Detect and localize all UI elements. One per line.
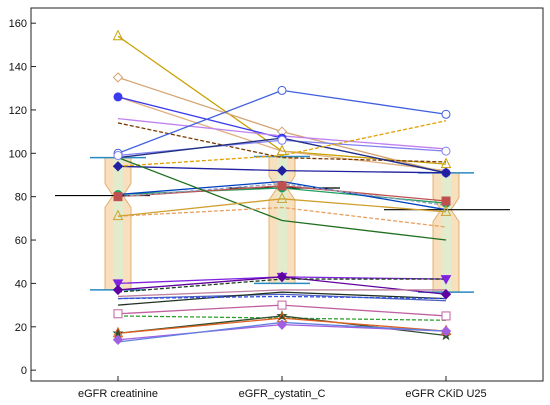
series-line-5: [117, 122, 447, 163]
series-markers-25: [113, 300, 451, 321]
data-point: [441, 146, 451, 156]
series-line-23: [117, 291, 447, 306]
series-markers-13: [113, 181, 451, 206]
data-point: [441, 311, 451, 321]
y-tick-label: 0: [21, 365, 27, 377]
x-axis: eGFR creatinine eGFR_cystatin_C eGFR CKiD …: [78, 376, 487, 400]
series-markers-0: [112, 29, 452, 169]
data-point: [276, 310, 288, 321]
series-lines-layer: [117, 35, 447, 343]
box-0: [90, 156, 146, 291]
plot-border: [30, 7, 544, 382]
data-point: [440, 167, 452, 179]
plot-frame: [30, 7, 544, 382]
series-markers-layer: [112, 29, 452, 346]
x-tick-label: eGFR creatinine: [78, 388, 158, 400]
data-point: [112, 279, 124, 289]
data-point: [440, 205, 452, 216]
series-markers-17: [112, 192, 452, 221]
data-point: [441, 109, 451, 119]
series-markers-19: [112, 271, 452, 300]
series-line-22: [117, 293, 447, 302]
y-tick-label: 20: [15, 322, 27, 334]
data-point: [277, 181, 287, 191]
y-tick-label: 60: [15, 235, 27, 247]
data-point: [440, 325, 452, 337]
series-line-17: [117, 198, 447, 217]
data-point: [276, 319, 288, 330]
series-markers-9: [112, 161, 452, 179]
data-point: [276, 165, 288, 176]
data-point: [277, 85, 287, 95]
series-line-16: [117, 206, 447, 228]
series-markers-7: [113, 135, 451, 160]
data-point: [112, 29, 124, 41]
series-line-24: [117, 295, 447, 300]
data-point: [112, 284, 124, 296]
series-line-21: [117, 289, 446, 298]
x-tick-label: eGFR_cystatin_C: [239, 388, 326, 400]
data-point: [441, 196, 451, 206]
data-point: [440, 275, 452, 285]
series-line-2: [117, 96, 447, 172]
data-point: [112, 334, 124, 346]
data-point: [440, 289, 452, 300]
data-point: [113, 150, 123, 160]
box-2: [418, 172, 474, 293]
data-point: [277, 300, 287, 310]
y-tick-label: 80: [15, 192, 27, 204]
y-tick-label: 40: [15, 278, 27, 290]
y-tick-label: 160: [9, 18, 27, 30]
y-tick-label: 120: [9, 105, 27, 117]
y-tick-label: 100: [9, 148, 27, 160]
data-point: [440, 157, 452, 169]
y-axis: 0 20 40 60 80 100 120 140 160: [9, 18, 36, 377]
data-point: [276, 271, 288, 283]
data-point: [276, 144, 288, 156]
data-point: [112, 161, 124, 172]
data-point: [113, 92, 123, 102]
box-inner: [441, 172, 451, 293]
x-tick-label: eGFR CKiD U25: [405, 388, 486, 400]
box-inner: [113, 157, 123, 290]
data-point: [112, 72, 124, 83]
data-point: [276, 192, 288, 203]
data-point: [277, 135, 287, 145]
data-point: [113, 309, 123, 319]
data-point: [113, 192, 123, 202]
series-line-10: [117, 120, 447, 167]
series-markers-29: [112, 319, 452, 346]
y-tick-label: 140: [9, 62, 27, 74]
series-line-15: [117, 157, 447, 241]
data-point: [112, 209, 124, 221]
